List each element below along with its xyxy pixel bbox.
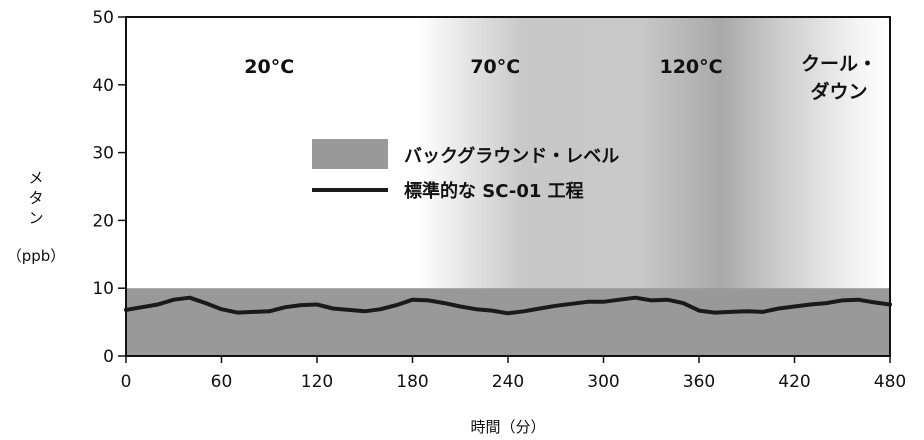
x-tick-label: 120 bbox=[301, 372, 333, 392]
y-axis: 0 10 20 30 40 50 bbox=[92, 8, 126, 367]
y-tick-label: 30 bbox=[92, 144, 114, 164]
legend-swatch-background bbox=[312, 139, 388, 169]
legend-label-background: バックグラウンド・レベル bbox=[404, 145, 619, 167]
x-tick-label: 420 bbox=[778, 372, 810, 392]
x-axis-label: 時間（分） bbox=[470, 418, 545, 436]
y-axis-label-unit: （ppb） bbox=[7, 247, 66, 265]
phase-label: ダウン bbox=[811, 80, 868, 103]
x-axis: 0 60 120 180 240 300 360 420 480 bbox=[121, 356, 906, 392]
y-axis-label-char: メ bbox=[28, 169, 43, 187]
phase-labels: 20°C 70°C 120°C クール・ダウン bbox=[244, 53, 877, 103]
y-axis-label-char: タ bbox=[28, 189, 43, 207]
phase-label: 70°C bbox=[470, 56, 520, 78]
y-axis-label: メ タ ン （ppb） bbox=[7, 169, 66, 265]
y-axis-label-char: ン bbox=[28, 209, 43, 227]
phase-label: 20°C bbox=[244, 56, 294, 78]
phase-label: クール・ bbox=[801, 53, 877, 75]
y-tick-label: 10 bbox=[92, 279, 114, 299]
y-tick-label: 40 bbox=[92, 76, 114, 96]
background-level-rect bbox=[126, 288, 890, 356]
x-tick-label: 180 bbox=[396, 372, 428, 392]
x-tick-label: 360 bbox=[683, 372, 715, 392]
x-tick-label: 480 bbox=[874, 372, 906, 392]
legend-label-series: 標準的な SC-01 工程 bbox=[404, 180, 584, 202]
y-tick-label: 0 bbox=[103, 347, 114, 367]
background-level-band bbox=[126, 288, 890, 356]
series-line bbox=[124, 295, 892, 316]
y-tick-label: 50 bbox=[92, 8, 114, 28]
x-tick-label: 240 bbox=[492, 372, 524, 392]
x-tick-label: 300 bbox=[587, 372, 619, 392]
series-lines bbox=[124, 295, 892, 316]
x-tick-label: 0 bbox=[121, 372, 132, 392]
phase-label: 120°C bbox=[659, 56, 722, 78]
y-tick-label: 20 bbox=[92, 211, 114, 231]
x-tick-label: 60 bbox=[211, 372, 233, 392]
